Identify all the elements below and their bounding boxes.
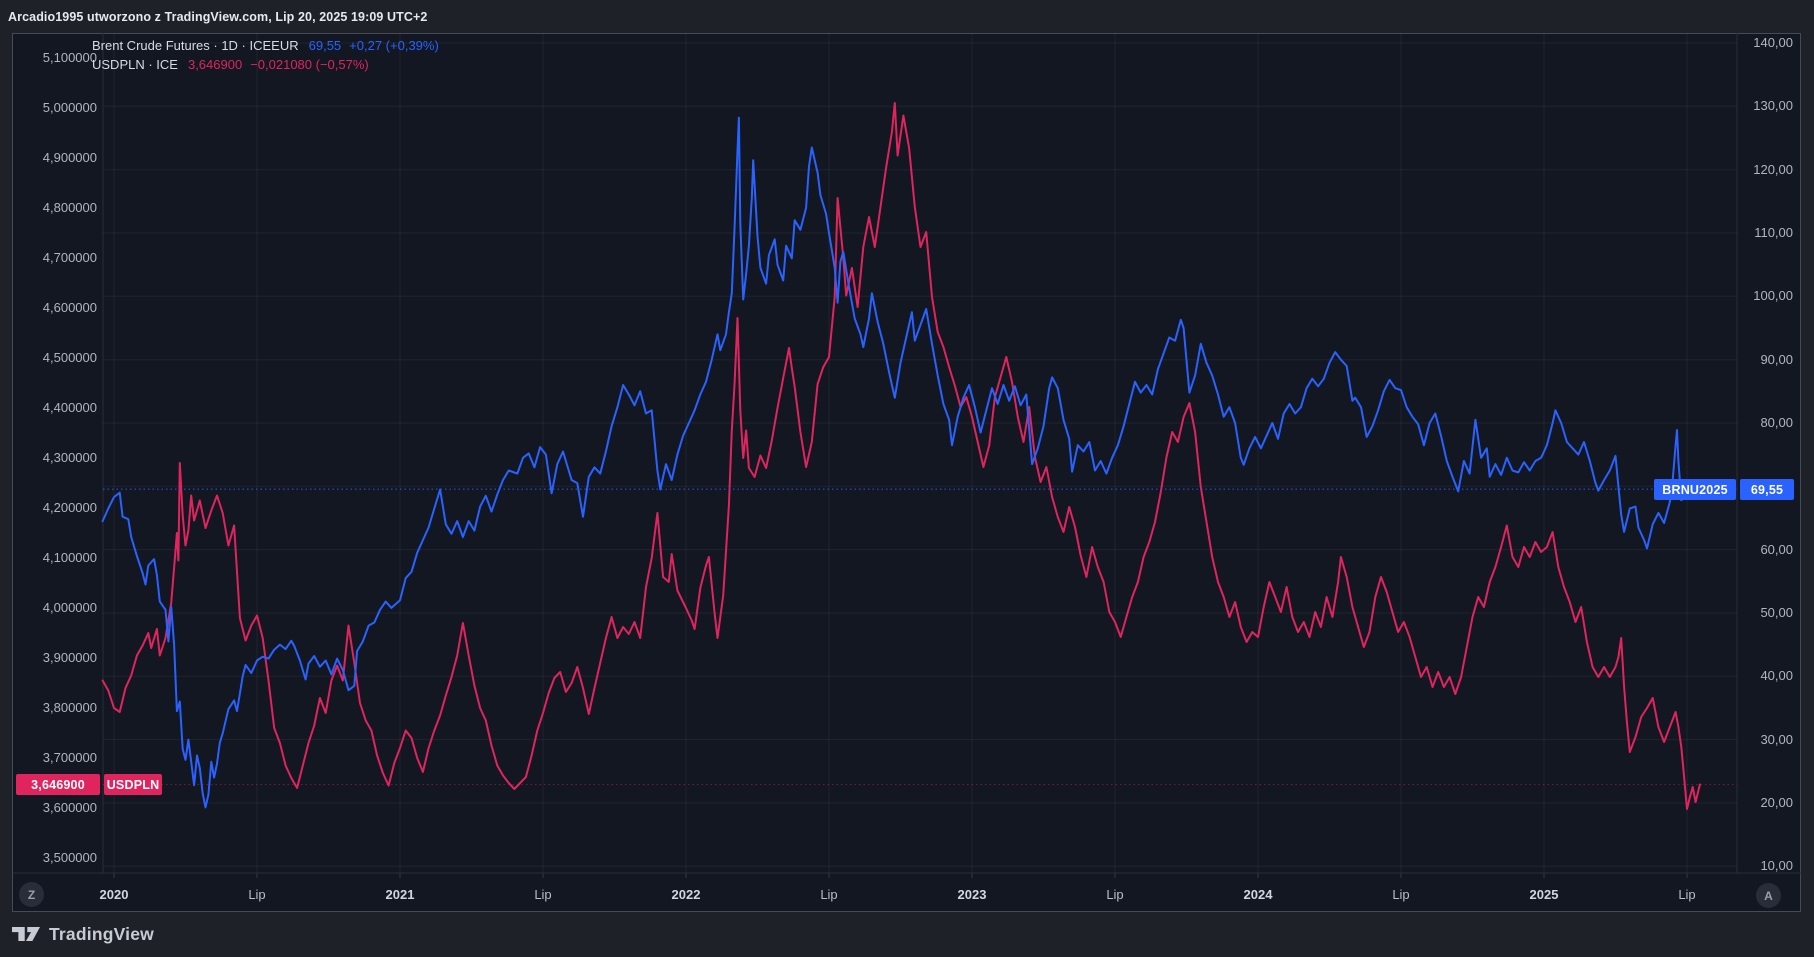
usdpln-last-price: 3,646900 [187,56,243,72]
left-scale-tick: 4,200000 [42,500,97,515]
usdpln-ticker-chip: USDPLN [104,774,162,795]
left-scale-tick: 4,700000 [42,250,97,265]
left-scale-tick: 4,600000 [42,300,97,315]
left-scale-tick: 4,100000 [42,550,97,565]
right-scale-tick: 100,00 [1753,288,1793,304]
right-scale-tick: 50,00 [1760,604,1793,620]
right-scale-tick: 130,00 [1753,98,1793,114]
gridlines [103,33,1737,878]
tradingview-logo[interactable]: TradingView [12,921,154,947]
time-axis-label: 2023 [957,887,987,902]
legend-row-usdpln[interactable]: USDPLN · ICE 3,646900 −0,021080 (−0,57%) [92,56,439,75]
left-scale-tick: 4,500000 [42,350,97,365]
legend-row-brent[interactable]: Brent Crude Futures · 1D · ICEEUR 69,55 +0… [92,37,439,56]
time-axis-label: Lip [248,887,266,902]
left-scale-tick: 4,400000 [42,400,97,415]
left-scale-tick: 3,600000 [42,800,97,815]
usdpln-change: −0,021080 (−0,57%) [250,56,369,72]
right-scale-tick: 20,00 [1760,794,1793,810]
left-scale-tick: 5,100000 [42,50,97,65]
right-scale-tick: 80,00 [1760,414,1793,430]
usdpln-series-line[interactable] [101,102,1701,810]
attribution-text: Arcadio1995 utworzono z TradingView.com,… [8,9,428,24]
brent-last-price: 69,55 [308,38,342,53]
right-scale-tick: 140,00 [1753,35,1793,50]
time-axis-label: 2024 [1243,887,1273,902]
right-scale-tick: 90,00 [1760,351,1793,367]
time-axis-label: 2021 [385,887,415,902]
left-scale-tick: 5,000000 [42,100,97,115]
brent-price-badge: 69,55 [1740,479,1794,500]
time-axis-label: Lip [1106,887,1124,902]
time-axis-label: 2022 [671,887,701,902]
time-axis-label: Lip [1678,887,1696,902]
tradingview-icon [12,927,40,941]
right-scale-tick: 110,00 [1754,224,1793,240]
left-scale-tick: 4,000000 [42,600,97,615]
usdpln-price-badge: 3,646900 [16,774,100,795]
autoscale-button[interactable]: A [1756,883,1781,908]
time-axis-label: Lip [820,887,838,902]
right-scale-tick: 40,00 [1760,668,1793,684]
right-scale-tick: 10,00 [1760,858,1793,874]
left-scale-tick: 3,500000 [42,850,97,865]
time-axis-label: Lip [534,887,552,902]
time-axis-label: Lip [1392,887,1410,902]
left-scale-tick: 4,800000 [42,200,97,215]
time-axis-label: 2020 [99,887,129,902]
attribution-bar: Arcadio1995 utworzono z TradingView.com,… [0,0,1814,33]
time-axis-label: 2025 [1529,887,1559,902]
right-scale-tick: 30,00 [1760,731,1793,747]
tradingview-logo-text: TradingView [49,923,154,944]
left-scale-tick: 4,900000 [42,150,97,165]
brent-series-line[interactable] [101,116,1701,809]
usdpln-series-title: USDPLN · ICE [92,56,178,72]
right-scale-tick: 120,00 [1753,161,1793,177]
legend: Brent Crude Futures · 1D · ICEEUR 69,55 +0… [92,37,439,74]
left-scale-tick: 4,300000 [42,450,97,465]
left-scale-tick: 3,800000 [42,700,97,715]
left-scale-tick: 3,700000 [42,750,97,765]
timezone-button[interactable]: Z [19,882,44,907]
left-scale-tick: 3,900000 [42,650,97,665]
right-scale-tick: 60,00 [1760,541,1793,557]
brent-series-title: Brent Crude Futures · 1D · ICEEUR [92,38,299,53]
brent-change: +0,27 (+0,39%) [349,38,439,53]
brent-ticker-chip: BRNU2025 [1654,479,1736,500]
